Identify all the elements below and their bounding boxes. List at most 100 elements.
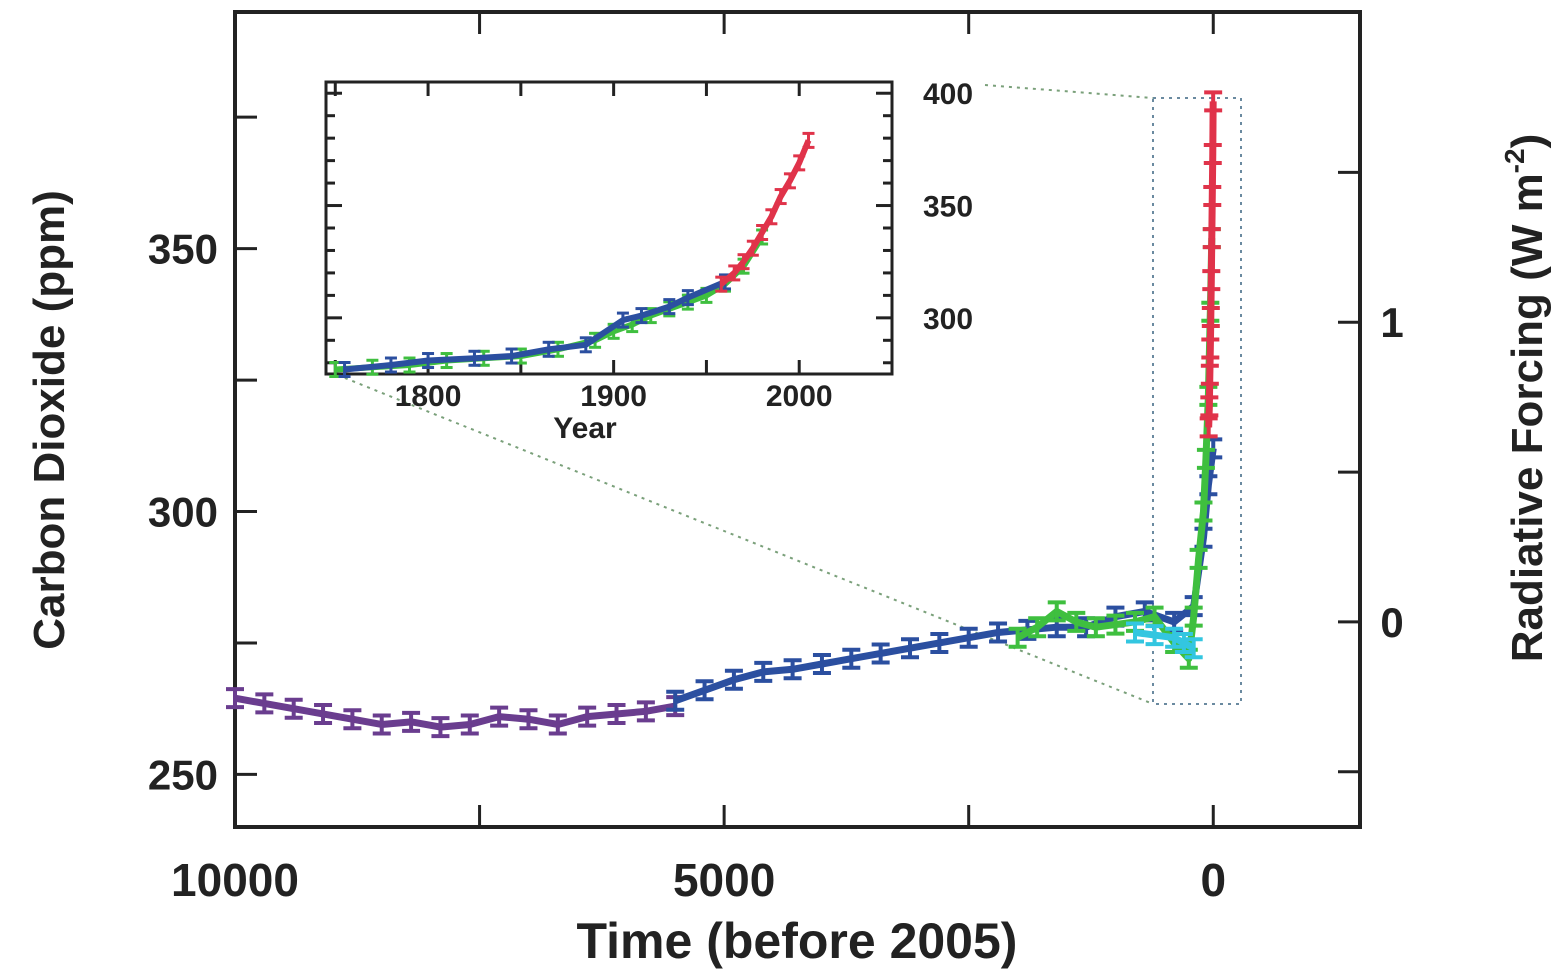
data-point [402,710,421,733]
right-label-superscript: -2 [1499,148,1530,173]
main-axes: 10000 5000 0 250 300 350 0 1 [148,12,1404,906]
inset-data-point [616,311,629,329]
inset-x-tick-label: 1800 [395,380,462,413]
inset-series-layer [329,131,815,379]
right-label-main: Radiative Forcing (W m [1503,173,1552,662]
inset-data-point [774,188,787,206]
data-point [1028,616,1047,639]
inset-data-point [756,223,769,241]
main-series-layer [226,90,1223,739]
data-point [1047,600,1066,623]
data-point [1145,624,1164,647]
data-point [1165,626,1184,649]
inset-data-point [422,352,435,370]
series-group [1199,90,1223,439]
data-point [724,668,743,691]
data-point [666,689,685,712]
data-point [1202,269,1221,292]
inset-y-tick-label: 400 [923,78,973,111]
inset-data-point [802,131,815,149]
data-point [460,713,479,736]
y-axis-label-right: Radiative Forcing (W m-2) [1499,134,1552,663]
series-group [1126,621,1203,660]
x-tick-label: 5000 [673,854,775,906]
right-tick-label: 1 [1380,299,1403,346]
inset-series-group [715,131,815,293]
data-point [754,660,773,683]
data-point [1174,631,1193,654]
data-point [871,642,890,665]
inset-data-point [746,239,759,257]
inset-data-point [663,298,676,316]
data-point [255,692,274,715]
data-point [372,713,391,736]
zoom-line-bottom [329,371,1154,705]
inset-x-tick-label: 1900 [580,380,647,413]
inset-y-tick-label: 300 [923,303,973,336]
data-point [431,716,450,739]
data-point [1106,613,1125,636]
data-point [1202,227,1221,250]
series-group [226,687,685,739]
data-point [1200,363,1219,386]
zoom-connector [329,84,1242,705]
series-line [674,447,1217,705]
inset-data-point [384,356,397,374]
inset-data-point [783,172,796,190]
data-point [1200,395,1219,418]
right-label-close: ) [1503,134,1552,149]
data-point [1126,621,1144,644]
data-point [1196,447,1215,470]
data-point [959,626,978,649]
data-point [490,705,509,728]
data-point [930,631,949,654]
data-point [314,702,333,725]
data-point [1086,616,1105,639]
inset-data-point [728,264,741,282]
y-axis-label-left: Carbon Dioxide (ppm) [25,190,74,650]
data-point [548,713,567,736]
y-tick-label: 250 [148,751,218,798]
inset-data-point [681,289,694,307]
data-point [812,653,831,675]
data-point [636,700,655,723]
x-axis-label: Time (before 2005) [577,913,1018,969]
series-group [1008,227,1221,670]
right-tick-label: 0 [1380,599,1403,646]
inset-series-group [338,273,731,379]
zoom-line-top [984,84,1154,99]
data-point [343,708,362,731]
data-point [1201,305,1220,328]
inset-x-tick-label: 2000 [766,380,833,413]
inset-x-axis-label: Year [553,412,617,445]
inset-axes: 1800 1900 2000 300 350 400 [326,78,973,413]
data-point [1199,416,1218,439]
y-tick-label: 300 [148,489,218,536]
data-point [842,647,861,670]
inset-data-point [505,347,518,365]
series-line [1015,238,1216,663]
data-point [695,679,714,702]
inset-data-point [542,340,555,358]
data-point [901,637,919,660]
series-group [666,437,1223,712]
inset-y-tick-label: 350 [923,191,973,224]
data-point [1203,142,1222,165]
x-tick-label: 0 [1200,854,1226,906]
data-point [1184,637,1203,660]
data-point [1201,337,1220,360]
data-point [1189,547,1208,570]
data-point [519,708,538,731]
inset-data-point [793,154,806,172]
series-line [1205,101,1217,428]
data-point [578,705,597,728]
series-line [234,694,676,731]
data-point [226,687,244,710]
data-point [989,621,1008,644]
data-point [1067,610,1086,633]
main-plot-frame [233,10,1362,829]
data-point [607,702,626,725]
data-point [1184,605,1203,628]
inset-data-point [338,361,351,379]
